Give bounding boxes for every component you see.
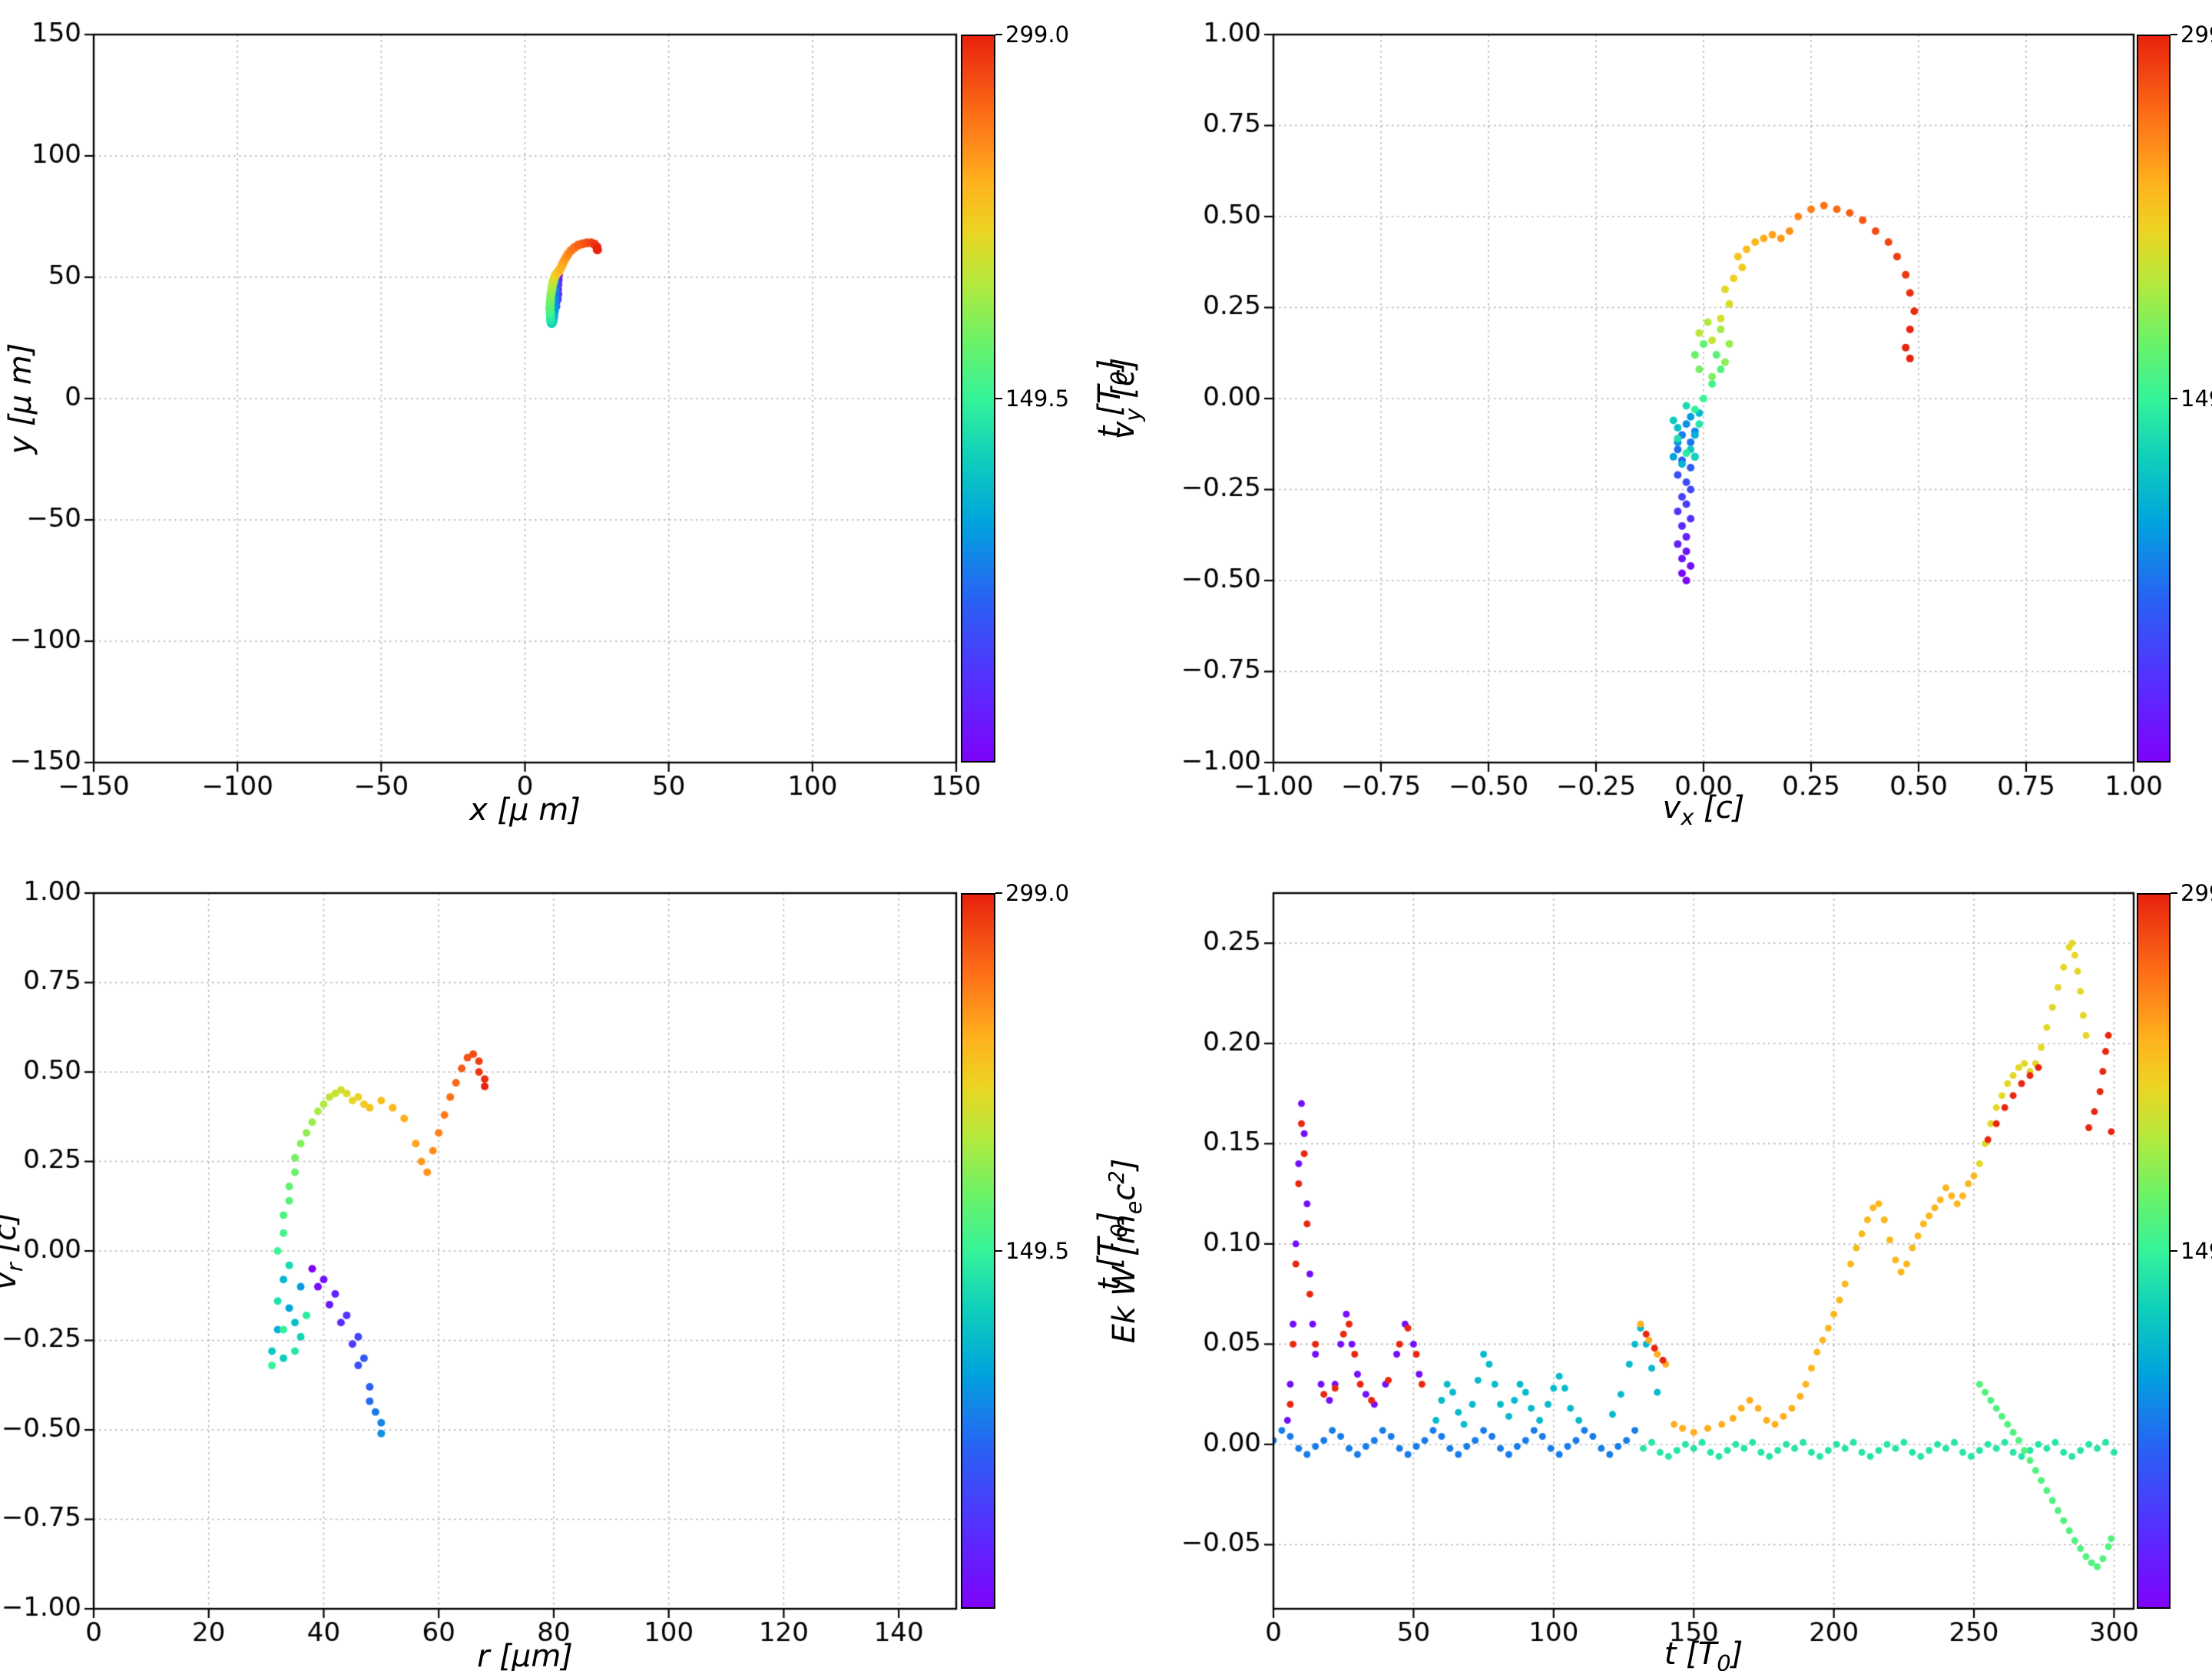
tek-ylabel-seg: 2	[1104, 1170, 1129, 1184]
rvr-ylabel-seg: [c]	[0, 1212, 23, 1253]
tek-xlabel-seg: ]	[1730, 1636, 1743, 1671]
xy-ylabel-seg: y [μ m]	[3, 342, 38, 455]
tek-ylabel-seg: e	[1121, 1200, 1147, 1215]
tek-xlabel-seg: 0	[1717, 1650, 1731, 1671]
xy-colorbar	[961, 35, 995, 763]
tek-ylabel-seg: c	[1107, 1183, 1143, 1201]
tek-colorbar	[2137, 893, 2171, 1609]
tek-colorbar-ticklabel: 299.0	[2181, 880, 2212, 906]
tek-colorbar-ticklabel: 149.5	[2181, 1238, 2212, 1264]
xy-xlabel-seg: x [μ m]	[469, 792, 581, 828]
xy-colorbar-tick	[995, 398, 1002, 399]
tek-ylabel: Ek W [mec2]	[1105, 1159, 1147, 1344]
tek-ylabel-seg: ]	[1107, 1158, 1143, 1171]
rvr-colorbar-tick	[995, 892, 1002, 894]
tek-xlabel-seg: t [T	[1664, 1636, 1717, 1671]
xy-ylabel: y [μ m]	[3, 343, 38, 455]
tek-colorbar-tick	[2171, 892, 2177, 894]
vxvy-ylabel-seg: y	[1120, 408, 1146, 422]
rvr-colorbar-ticklabel: 299.0	[1005, 880, 1070, 906]
tek-ylabel-seg: Ek W [m	[1107, 1214, 1143, 1344]
vxvy-ylabel-seg: [c]	[1106, 357, 1141, 409]
vxvy-ylabel-seg: v	[1106, 421, 1141, 440]
vxvy-ylabel: vy [c]	[1106, 358, 1146, 440]
rvr-colorbar-ticklabel: 149.5	[1005, 1238, 1070, 1264]
rvr-colorbar-tick	[995, 1250, 1002, 1252]
vxvy-xlabel: vx [c]	[1663, 790, 1745, 830]
vxvy-colorbar-tick	[2171, 34, 2177, 35]
vxvy-colorbar	[2137, 35, 2171, 763]
rvr-ylabel-seg: r	[2, 1262, 28, 1272]
vxvy-colorbar-ticklabel: 149.5	[2181, 385, 2212, 412]
rvr-colorbar	[961, 893, 995, 1609]
vxvy-xlabel-seg: x	[1681, 804, 1694, 830]
rvr-ylabel-seg: v	[0, 1272, 23, 1290]
xy-colorbar-tick	[995, 34, 1002, 35]
xy-colorbar-ticklabel: 149.5	[1005, 385, 1070, 412]
vxvy-colorbar-ticklabel: 299.0	[2181, 22, 2212, 48]
rvr-xlabel-seg: r [μm]	[477, 1639, 573, 1671]
vxvy-xlabel-seg: v	[1662, 790, 1681, 826]
xy-xlabel: x [μ m]	[469, 792, 581, 828]
rvr-xlabel: r [μm]	[477, 1639, 573, 1671]
tek-xlabel: t [T0]	[1664, 1636, 1743, 1671]
tek-colorbar-tick	[2171, 1250, 2177, 1252]
vxvy-xlabel-seg: [c]	[1694, 790, 1745, 826]
xy-colorbar-ticklabel: 299.0	[1005, 22, 1070, 48]
rvr-ylabel: vr [c]	[0, 1212, 28, 1289]
vxvy-colorbar-tick	[2171, 398, 2177, 399]
